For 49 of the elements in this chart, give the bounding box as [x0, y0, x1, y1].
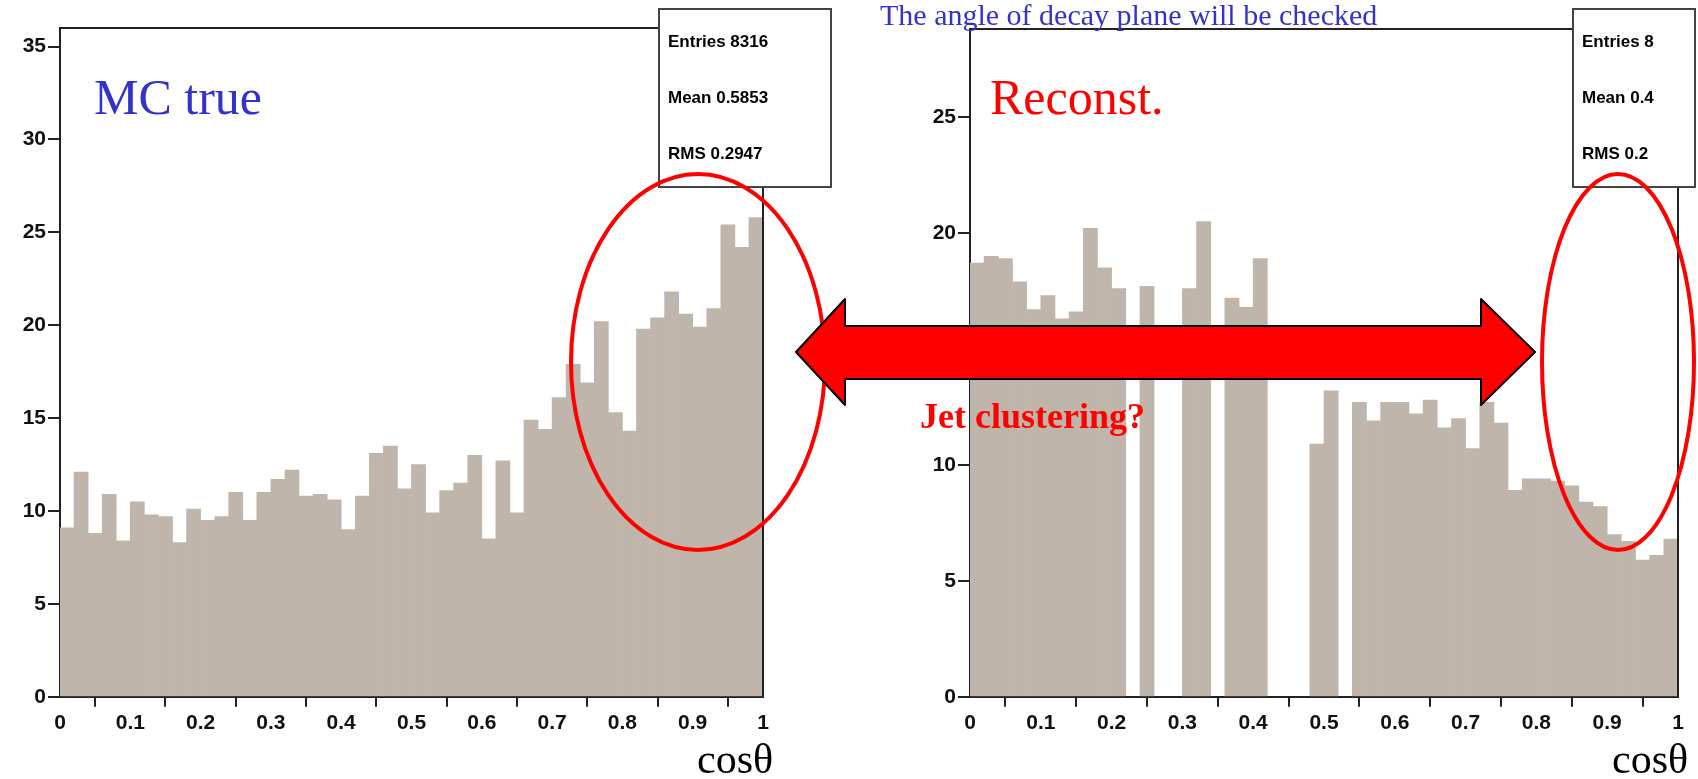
y-tick-label: 20	[22, 312, 46, 336]
x-tick-label: 0.3	[256, 710, 286, 734]
y-tick-label: 20	[932, 219, 956, 243]
annotation: Jet clustering?	[920, 396, 1145, 436]
x-tick-label: 0.3	[1167, 710, 1197, 734]
x-tick-label: 0.2	[186, 710, 216, 734]
x-tick-label: 0.1	[115, 710, 146, 734]
y-tick-label: 15	[22, 404, 47, 428]
x-tick-label: 0.2	[1097, 710, 1127, 734]
y-tick-label: 10	[932, 451, 956, 475]
x-tick-label: 0.1	[1026, 710, 1056, 734]
y-tick-label: 0	[34, 683, 46, 707]
x-axis-title: cosθ	[1612, 736, 1689, 779]
annotation: RMS 0.2	[1582, 143, 1650, 165]
x-tick-label: 0.6	[467, 710, 497, 734]
x-tick-label: 0.8	[607, 710, 638, 734]
annotation: Entries 8	[1582, 31, 1655, 53]
x-tick-label: 0.5	[396, 710, 427, 734]
y-tick-label: 25	[932, 103, 957, 127]
y-tick-label: 0	[944, 683, 956, 707]
y-tick-label: 30	[22, 126, 46, 150]
x-tick-label: 0.4	[326, 710, 357, 734]
x-tick-label: 1	[757, 710, 770, 734]
x-tick-label: 0.5	[1309, 710, 1339, 734]
stats-box: Entries 8 Mean 0.4 RMS 0.2	[1572, 8, 1696, 188]
y-tick-label: 35	[22, 33, 47, 57]
y-tick-label: 10	[22, 497, 46, 521]
annotation: Mean 0.5853	[668, 87, 770, 109]
x-tick-label: 0.7	[1451, 710, 1481, 734]
annotation: MC true	[94, 69, 263, 125]
x-tick-label: 0.7	[537, 710, 567, 734]
annotation: Reconst.	[990, 69, 1164, 125]
stats-box: Entries 8316 Mean 0.5853 RMS 0.2947	[658, 8, 832, 188]
x-tick-label: 0.9	[1592, 710, 1622, 734]
y-tick-label: 25	[22, 219, 47, 243]
x-tick-label: 0.8	[1521, 710, 1552, 734]
x-tick-label: 0	[54, 710, 66, 734]
x-axis-title: cosθ	[697, 736, 774, 779]
annotation: Mean 0.4	[1582, 87, 1655, 109]
x-tick-label: 0.6	[1380, 710, 1410, 734]
chart-title: The angle of decay plane will be checked	[880, 0, 1378, 31]
annotation: RMS 0.2947	[668, 143, 764, 165]
x-tick-label: 1	[1672, 710, 1685, 734]
x-tick-label: 0	[964, 710, 976, 734]
annotation: Entries 8316	[668, 31, 770, 53]
y-tick-label: 5	[34, 590, 47, 614]
y-tick-label: 5	[944, 567, 957, 591]
x-tick-label: 0.9	[678, 710, 708, 734]
x-tick-label: 0.4	[1238, 710, 1269, 734]
